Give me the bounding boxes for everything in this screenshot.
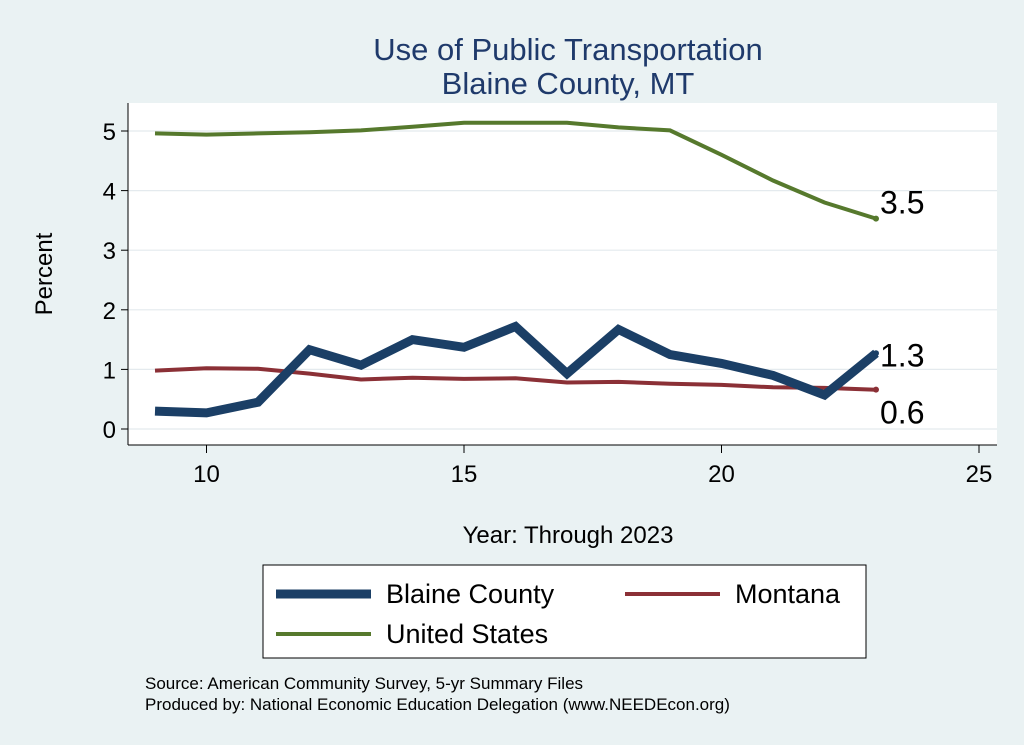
series-line-montana [154,366,877,392]
legend-label-montana: Montana [735,579,841,609]
series-lines [154,120,879,418]
x-tick-label: 25 [966,461,993,488]
producer-note: Produced by: National Economic Education… [145,695,730,714]
y-tick-label: 1 [103,357,116,384]
x-tick-label: 15 [451,461,478,488]
legend-label-blaine-county: Blaine County [386,579,555,609]
legend-box [262,564,867,659]
chart-subtitle: Blaine County, MT [442,66,695,101]
y-axis-label: Percent [31,232,58,315]
y-tick-label: 2 [103,298,116,325]
plot-area [128,103,997,445]
legend-label-united-states: United States [386,619,548,649]
end-label-blaine-county: 1.3 [880,337,924,373]
x-tick-label: 20 [708,461,735,488]
legend: Blaine County Montana United States [276,579,841,649]
y-axis: 0 1 2 3 4 5 [103,103,129,445]
end-point-montana [873,386,879,393]
y-tick-label: 0 [103,417,116,444]
source-note: Source: American Community Survey, 5-yr … [145,674,583,693]
x-axis: 10 15 20 25 [128,444,997,488]
y-tick-label: 4 [103,179,116,206]
series-line-united-states [154,120,877,221]
end-label-montana: 0.6 [880,395,924,431]
end-label-united-states: 3.5 [880,185,924,221]
end-labels: 0.6 3.5 1.3 [873,185,924,431]
y-tick-label: 3 [103,238,116,265]
chart-title: Use of Public Transportation [373,32,762,67]
x-tick-label: 10 [193,461,220,488]
x-axis-label: Year: Through 2023 [463,522,674,549]
y-tick-label: 5 [103,119,116,146]
end-point-blaine-county [873,350,879,357]
end-point-united-states [873,215,879,222]
series-line-blaine-county [154,321,879,418]
